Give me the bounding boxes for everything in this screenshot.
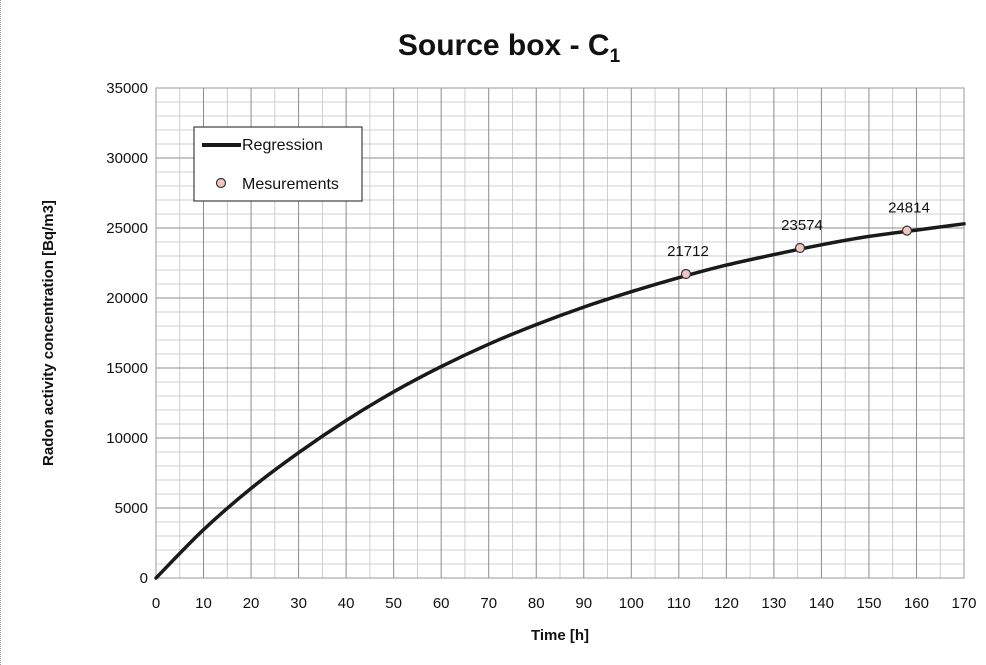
measurement-point [794,242,806,254]
y-tick-label: 10000 [106,430,148,447]
x-tick-label: 170 [951,595,976,612]
measurement-point [901,225,913,236]
x-tick-label: 120 [714,595,739,612]
x-tick-label: 70 [480,595,497,612]
measurement-data-label: 23574 [781,217,823,234]
x-axis-title: Time [h] [531,627,589,644]
chart-title-main: Source box - C [398,29,610,62]
legend: Regression Mesurements [193,126,363,202]
x-tick-label: 100 [619,595,644,612]
y-tick-label: 20000 [106,290,148,307]
x-tick-label: 10 [195,595,212,612]
y-tick-label: 5000 [115,500,148,517]
measurement-data-label: 21712 [667,243,709,260]
series-layer: 21712 23574 24814 [154,200,966,580]
y-tick-label: 15000 [106,360,148,377]
y-tick-label: 0 [140,570,148,587]
x-tick-label: 130 [761,595,786,612]
x-tick-label: 50 [385,595,402,612]
x-tick-label: 150 [856,595,881,612]
plot-area-frame [155,87,965,579]
measurement-data-label: 24814 [888,200,930,217]
x-tick-label: 140 [809,595,834,612]
legend-measurements-label: Mesurements [242,176,339,193]
x-tick-label: 160 [904,595,929,612]
x-tick-label: 80 [528,595,545,612]
minor-grid [156,88,964,578]
x-tick-label: 30 [290,595,307,612]
x-tick-label: 60 [433,595,450,612]
chart-title: Source box - C1 [398,29,621,67]
x-tick-label: 90 [575,595,592,612]
regression-line [154,222,966,580]
y-tick-label: 25000 [106,220,148,237]
legend-measurements-marker [215,177,227,189]
chart-title-subscript: 1 [610,46,621,67]
x-tick-label: 0 [152,595,160,612]
legend-regression-label: Regression [242,137,323,154]
measurement-point [680,268,692,280]
x-tick-label: 40 [338,595,355,612]
x-tick-label: 20 [243,595,260,612]
tick-labels: 0 5000 10000 15000 20000 25000 30000 35000 0 10 20… [106,80,976,612]
y-axis-title: Radon activity concentration [Bq/m3] [40,200,57,466]
y-tick-label: 30000 [106,150,148,167]
x-tick-label: 110 [667,595,691,612]
legend-box [193,126,363,202]
y-tick-label: 35000 [106,80,148,97]
